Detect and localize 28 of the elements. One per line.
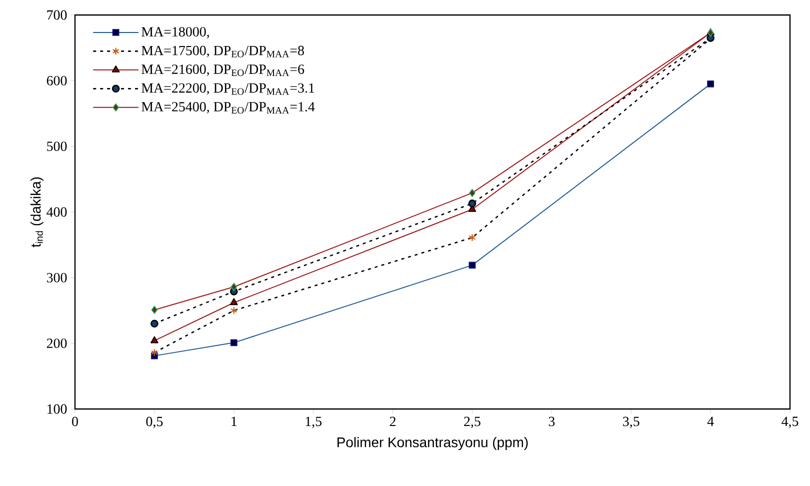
y-axis-title: t$_{ind}$ (dakika)	[30, 177, 44, 248]
legend-label: MA=17500, DP$_{EO}$/DP$_{MAA}$=8	[142, 46, 304, 58]
x-axis-title: Polimer Konsantrasyonu (ppm)	[338, 437, 528, 450]
x-tick-label: 4	[707, 416, 714, 426]
y-tick-label: 600	[46, 76, 67, 86]
x-tick-label: 0,5	[146, 416, 163, 428]
x-tick-label: 4,5	[782, 416, 798, 428]
legend-label: MA=25400, DP$_{EO}$/DP$_{MAA}$=1.4	[142, 102, 315, 114]
x-tick-label: 3,5	[623, 416, 640, 428]
point	[468, 200, 476, 208]
y-tick-label: 300	[46, 272, 67, 282]
point	[150, 336, 158, 344]
x-tick-label: 2,5	[464, 416, 480, 428]
x-tick-label: 1,5	[306, 416, 322, 428]
x-tick-label: 0	[72, 416, 78, 426]
y-tick-label: 500	[47, 142, 67, 152]
x-tick-label: 3	[548, 416, 555, 426]
legend-label: MA=21600, DP$_{EO}$/DP$_{MAA}$=6	[142, 64, 304, 76]
point	[230, 298, 238, 306]
x-tick-label: 1	[232, 416, 237, 426]
y-tick-label: 100	[48, 404, 67, 414]
y-tick-label: 700	[47, 10, 67, 20]
point	[150, 320, 158, 328]
x-tick-label: 2	[390, 416, 396, 426]
legend-label: MA=22200, DP$_{EO}$/DP$_{MAA}$=3.1	[142, 83, 314, 95]
y-tick-label: 400	[46, 207, 67, 217]
y-tick-label: 200	[46, 338, 67, 348]
legend-label: MA=18000,	[142, 27, 209, 38]
